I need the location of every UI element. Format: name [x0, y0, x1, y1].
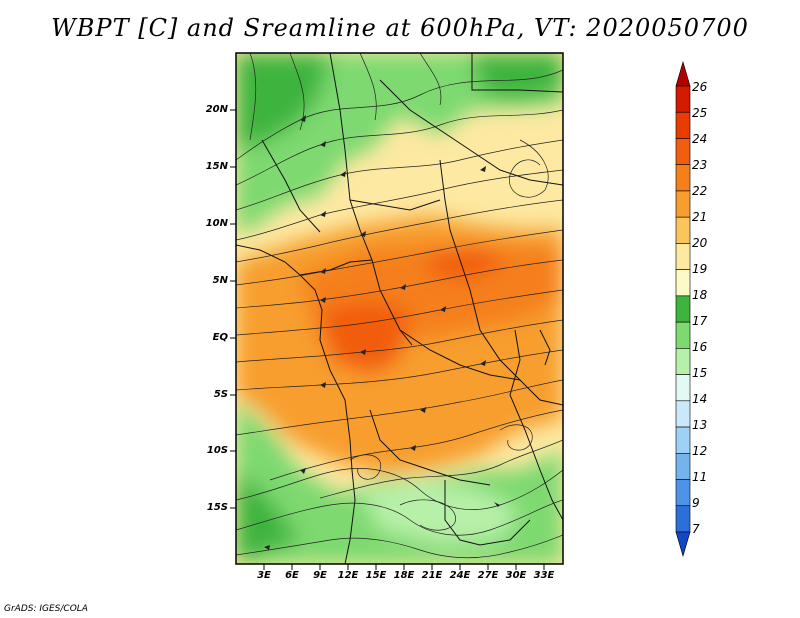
colorbar-swatch [675, 479, 691, 507]
plot-title: WBPT [C] and Sreamline at 600hPa, VT: 20… [51, 14, 749, 42]
north-dark-green-region [236, 53, 330, 150]
colorbar-swatch [675, 295, 691, 323]
south-light-green-region [360, 480, 520, 545]
colorbar-label: 23 [692, 158, 708, 172]
lat-label: 5N [212, 275, 228, 286]
colorbar-label: 14 [692, 392, 708, 406]
colorbar-swatch [675, 85, 691, 113]
colorbar-label: 15 [692, 366, 708, 380]
lon-label: 33E [533, 570, 555, 581]
colorbar-label: 22 [692, 184, 708, 198]
colorbar-swatch [675, 164, 691, 192]
colorbar-label: 17 [692, 314, 708, 328]
colorbar-label: 7 [692, 522, 700, 536]
lon-label: 30E [505, 570, 527, 581]
lon-label: 12E [337, 570, 359, 581]
colorbar-swatch [675, 216, 691, 244]
lon-label: 3E [257, 570, 271, 581]
lat-label: 5S [213, 389, 228, 400]
lat-label: 10S [206, 445, 228, 456]
colorbar-swatch [675, 531, 691, 558]
lat-label: EQ [212, 332, 228, 343]
northeast-green-region [470, 53, 563, 100]
colorbar-label: 9 [692, 496, 700, 510]
colorbar-swatch [675, 111, 691, 139]
colorbar-swatch [675, 269, 691, 297]
colorbar-swatch [675, 190, 691, 218]
colorbar-swatch [675, 60, 691, 87]
southwest-dark-green-region [236, 470, 300, 564]
colorbar-label: 25 [692, 106, 708, 120]
colorbar-swatch [675, 400, 691, 428]
lon-label: 24E [449, 570, 471, 581]
lon-label: 15E [365, 570, 387, 581]
congo-hot-core [320, 300, 410, 375]
colorbar-label: 21 [692, 210, 708, 224]
lon-label: 18E [393, 570, 415, 581]
colorbar-label: 19 [692, 262, 708, 276]
central-hot-core [430, 245, 510, 280]
lon-label: 6E [285, 570, 299, 581]
colorbar-label: 16 [692, 340, 708, 354]
colorbar-swatch [675, 374, 691, 402]
colorbar-label: 11 [692, 470, 708, 484]
lon-label: 9E [313, 570, 327, 581]
colorbar-label: 24 [692, 132, 708, 146]
streamline-arrows [264, 115, 500, 550]
map-frame [235, 52, 564, 565]
colorbar-swatch [675, 452, 691, 480]
colorbar-swatch [675, 505, 691, 533]
temperature-shading [236, 53, 563, 564]
lon-label: 27E [477, 570, 499, 581]
colorbar-swatch [675, 138, 691, 166]
country-borders [236, 53, 563, 564]
streamlines [236, 53, 563, 559]
colorbar-label: 20 [692, 236, 708, 250]
colorbar [675, 60, 691, 558]
lat-label: 15N [205, 161, 228, 172]
colorbar-swatch [675, 321, 691, 349]
colorbar-label: 18 [692, 288, 708, 302]
colorbar-label: 26 [692, 80, 708, 94]
axis-ticks [230, 109, 545, 570]
lon-label: 21E [421, 570, 443, 581]
colorbar-swatch [675, 426, 691, 454]
map-field [236, 53, 563, 564]
colorbar-swatch [675, 243, 691, 270]
lat-label: 15S [206, 502, 228, 513]
colorbar-label: 13 [692, 418, 708, 432]
lat-label: 20N [205, 104, 228, 115]
colorbar-label: 12 [692, 444, 708, 458]
lat-label: 10N [205, 218, 228, 229]
footer-credit: GrADS: IGES/COLA [4, 604, 88, 614]
colorbar-swatch [675, 348, 691, 375]
